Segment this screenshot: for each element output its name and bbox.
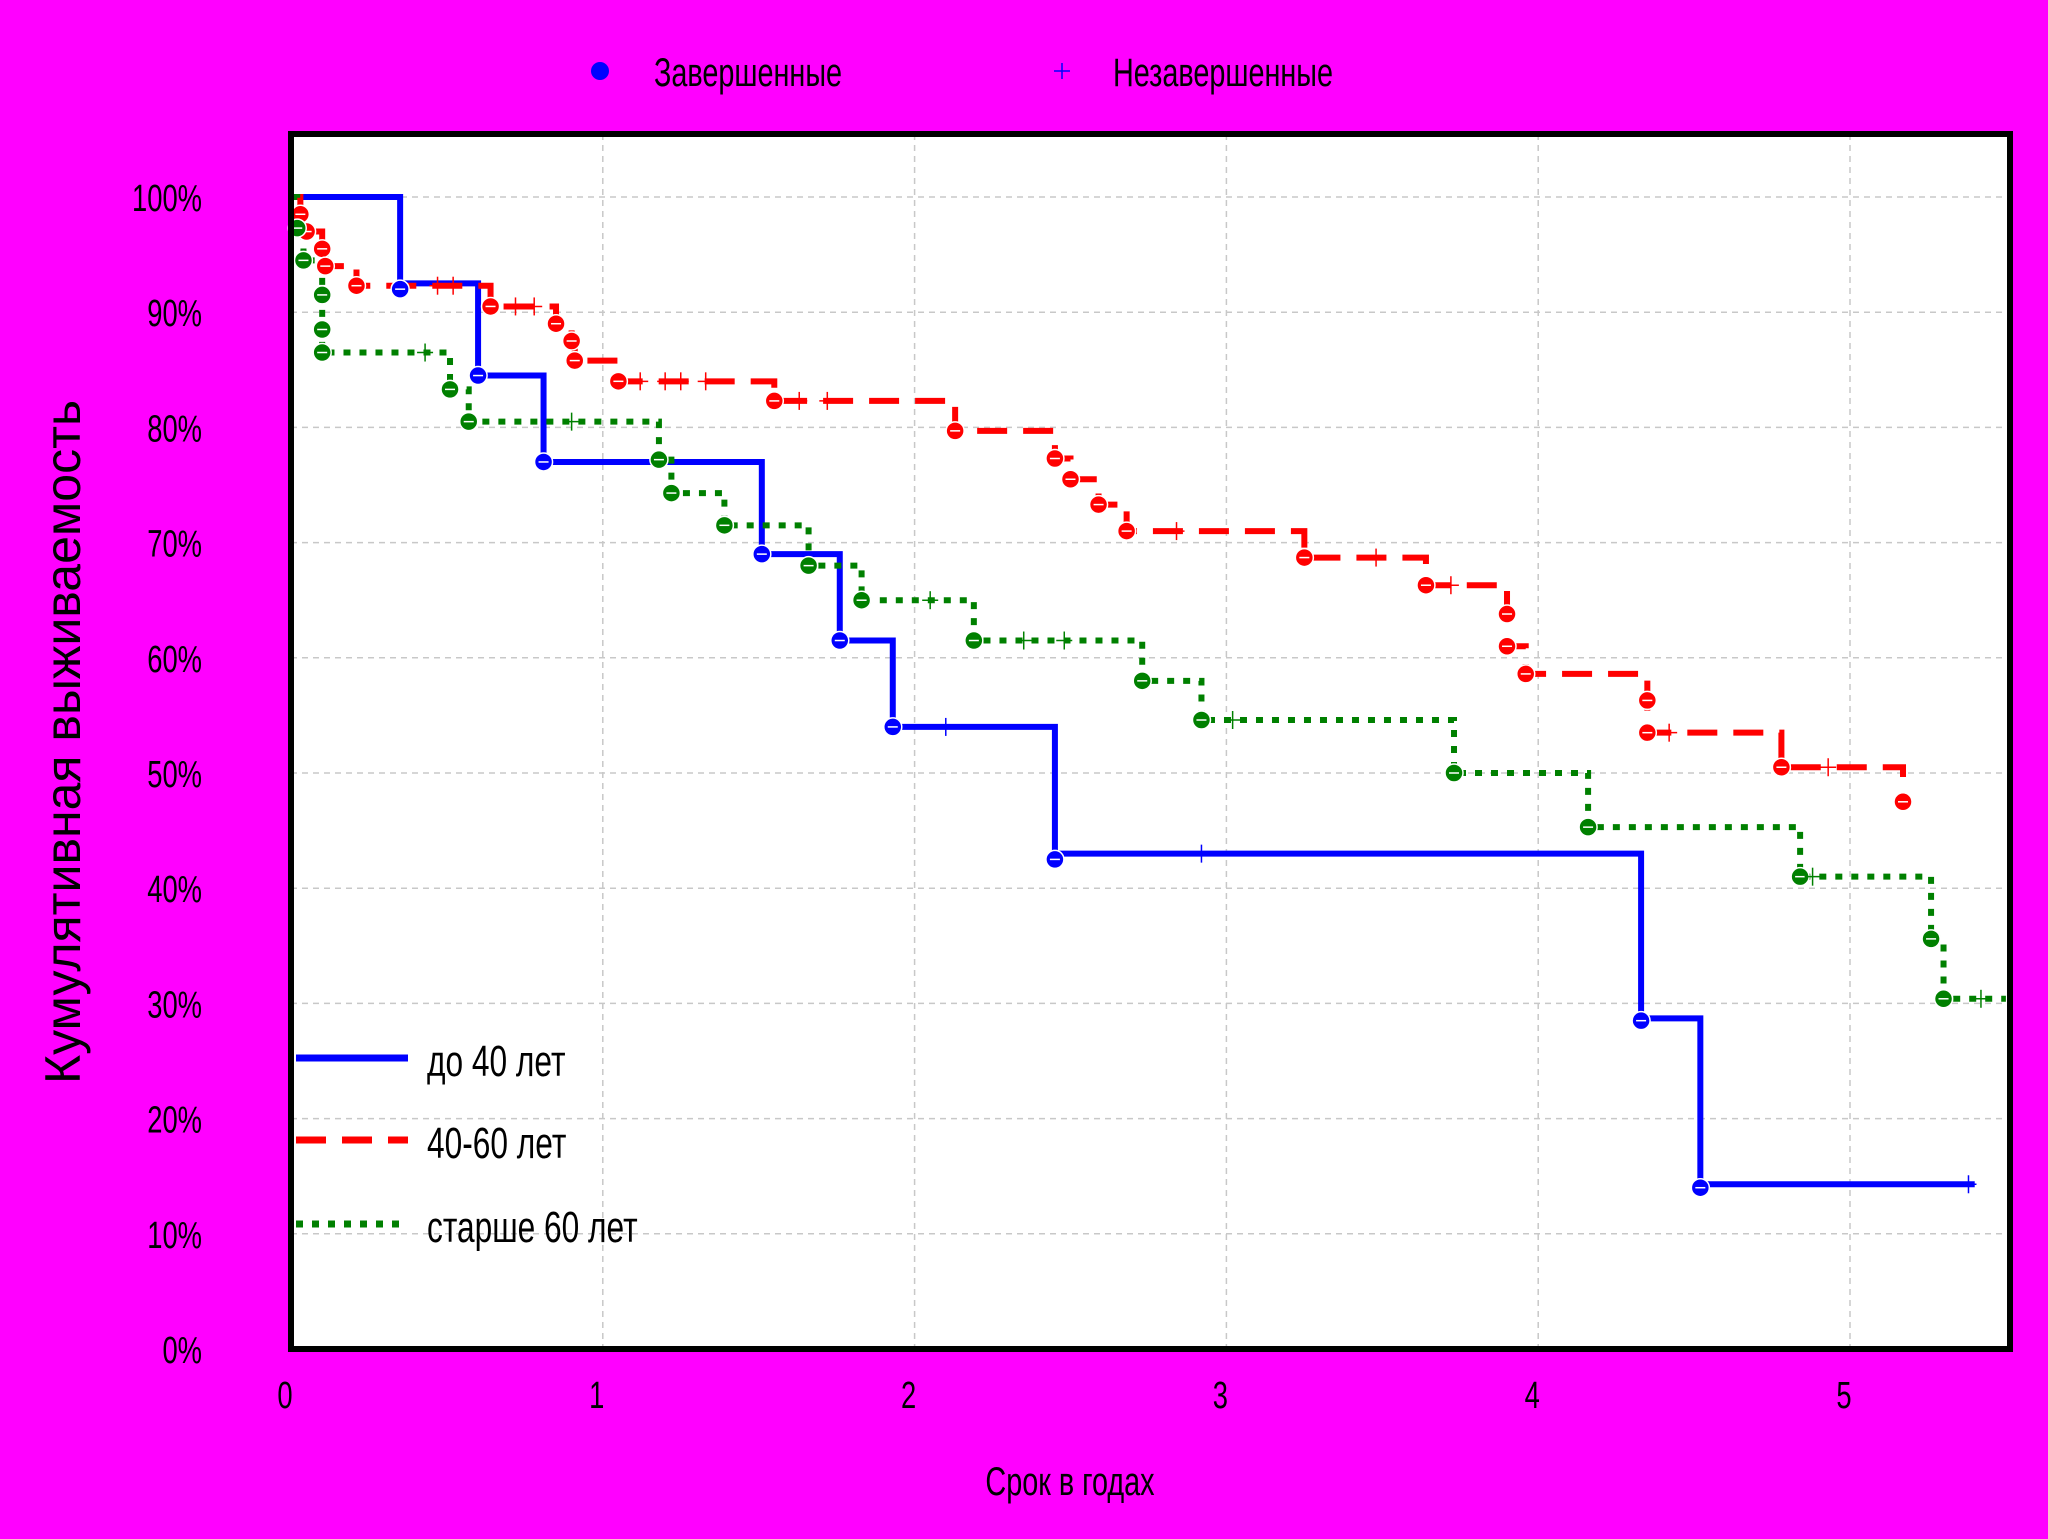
y-tick-label: 0% [162,1330,202,1372]
x-tick-label: 3 [1213,1375,1228,1417]
grid-lines [291,134,2010,1349]
y-tick-label: 80% [147,408,202,450]
x-tick-labels: 0 1 2 3 4 5 [277,1375,1851,1417]
series-line [291,194,2006,1002]
x-tick-label: 5 [1836,1375,1851,1417]
line-legend: до 40 лет 40-60 лет старше 60 лет [296,1037,638,1252]
legend-censored-label: Незавершенные [1113,50,1333,95]
series-line [291,194,1975,1188]
x-tick-label: 1 [589,1375,604,1417]
x-axis-label: Срок в годах [985,1459,1155,1504]
legend-completed-marker [591,62,609,80]
x-tick-label: 2 [901,1375,916,1417]
legend-label-under-40: до 40 лет [427,1037,565,1086]
legend-censored-marker [1054,63,1070,79]
y-tick-label: 60% [147,639,202,681]
y-tick-label: 90% [147,293,202,335]
y-tick-label: 30% [147,984,202,1026]
y-tick-label: 50% [147,754,202,796]
y-tick-label: 10% [147,1215,202,1257]
marks-layer [287,204,1989,1198]
plot-frame [288,131,2013,1352]
marker-legend: Завершенные Незавершенные [591,50,1333,95]
y-tick-labels: 0% 10% 20% 30% 40% 50% 60% 70% 80% 90% 100% [132,178,202,1372]
y-tick-label: 20% [147,1099,202,1141]
legend-completed-label: Завершенные [654,50,842,95]
legend-label-over-60: старше 60 лет [427,1203,638,1252]
x-tick-label: 4 [1525,1375,1540,1417]
y-tick-label: 100% [132,178,202,220]
legend-label-40-60: 40-60 лет [427,1119,566,1168]
y-tick-label: 70% [147,523,202,565]
y-axis-label: Кумулятивная выживаемость [35,400,91,1084]
x-tick-label: 0 [277,1375,292,1417]
y-tick-label: 40% [147,869,202,911]
